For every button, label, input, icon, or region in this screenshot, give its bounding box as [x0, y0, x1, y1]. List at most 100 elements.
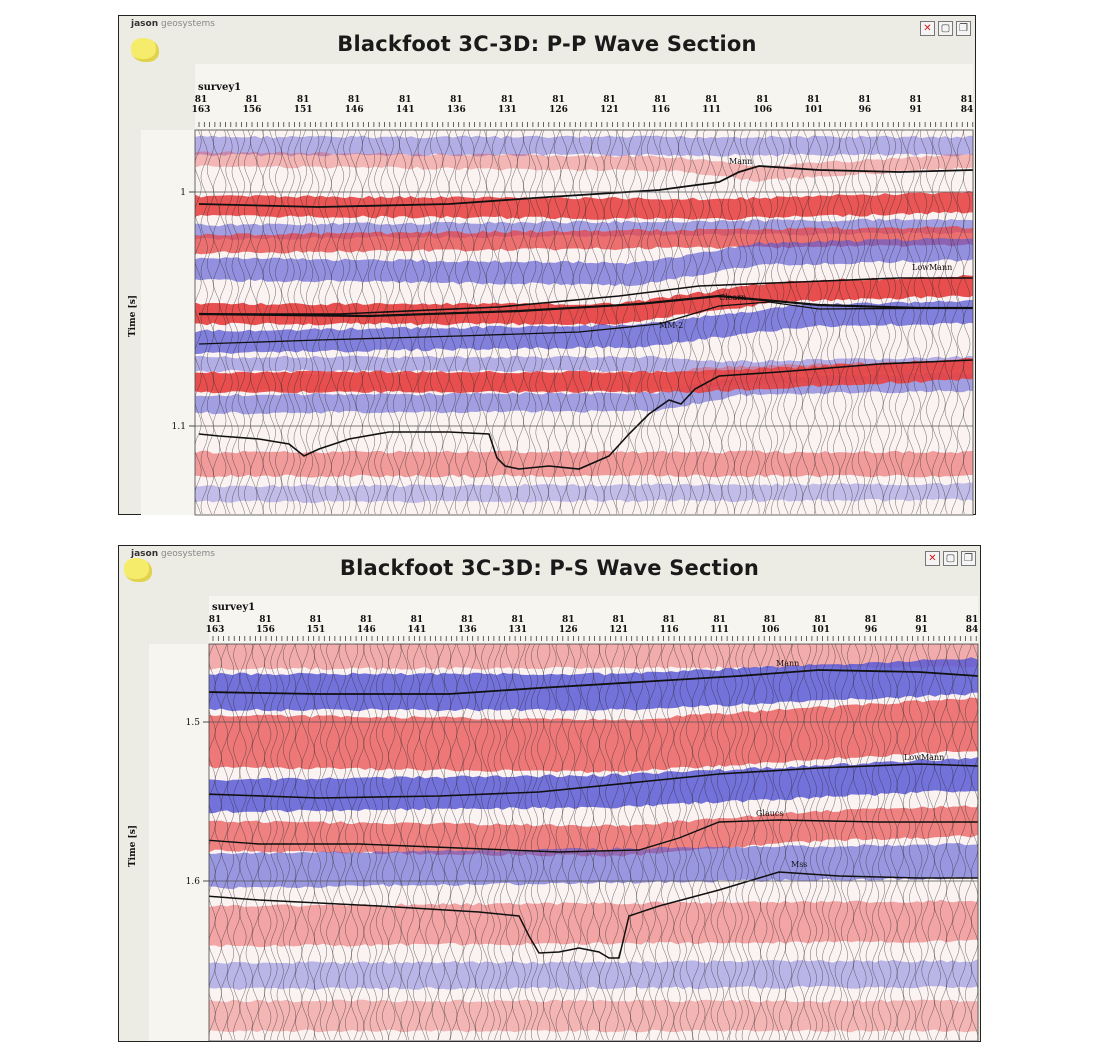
wiggle-trace	[740, 130, 748, 515]
wiggle-trace	[417, 130, 425, 515]
wiggle-trace	[754, 644, 762, 1041]
wiggle-trace	[442, 130, 450, 515]
wiggle-trace	[704, 644, 712, 1041]
horizon-line[interactable]	[198, 294, 973, 318]
inline-label: 81	[450, 95, 463, 105]
wiggle-trace	[380, 130, 388, 514]
horizon-label: LowMann	[912, 263, 952, 272]
wiggle-trace	[733, 130, 741, 515]
trace-label: 151	[294, 105, 313, 115]
horizon-line[interactable]	[205, 871, 978, 959]
trace-label: 111	[710, 625, 729, 635]
wiggle-trace	[778, 644, 786, 1041]
wiggle-trace	[741, 644, 749, 1041]
trace-label: 136	[458, 625, 477, 635]
horizon-line[interactable]	[198, 165, 973, 208]
wiggle-trace	[857, 130, 865, 515]
wiggle-trace	[913, 130, 921, 515]
wiggle-trace	[448, 130, 456, 515]
wiggle-trace	[932, 130, 940, 515]
close-button[interactable]: ✕	[925, 551, 940, 566]
wiggle-trace	[789, 130, 797, 515]
wiggle-trace	[481, 644, 489, 1041]
horizon-line[interactable]	[205, 763, 978, 799]
time-tick-label: 1	[180, 188, 186, 198]
negative-amplitude-band	[195, 135, 973, 157]
wiggle-trace	[648, 644, 656, 1041]
maximize-button[interactable]: ▢	[938, 21, 953, 36]
wiggle-trace	[456, 644, 464, 1041]
wiggle-trace	[479, 130, 487, 515]
sticky-note-icon[interactable]	[131, 38, 159, 62]
restore-button[interactable]: ❐	[956, 21, 971, 36]
wiggle-trace	[915, 644, 923, 1041]
wiggle-trace	[723, 644, 731, 1041]
wiggle-trace	[206, 130, 214, 515]
wiggle-trace	[944, 130, 952, 515]
wiggle-trace	[766, 644, 774, 1041]
wiggle-trace	[523, 130, 531, 515]
wiggle-trace	[580, 644, 588, 1041]
horizon-line[interactable]	[205, 819, 978, 853]
wiggle-trace	[685, 644, 693, 1041]
wiggle-trace	[492, 130, 500, 515]
time-tick-label: 1.1	[172, 422, 186, 432]
wiggle-trace	[642, 644, 650, 1041]
wiggle-trace	[952, 644, 960, 1041]
wiggle-trace	[896, 644, 904, 1041]
wiggle-trace	[623, 644, 631, 1041]
wiggle-trace	[919, 130, 927, 515]
wiggle-trace	[195, 130, 202, 515]
pp-seismic-plot[interactable]: survey1811638115681151811468114181136811…	[119, 64, 975, 516]
wiggle-trace	[518, 644, 526, 1041]
wiggle-trace	[671, 130, 679, 515]
maximize-button[interactable]: ▢	[943, 551, 958, 566]
horizon-line[interactable]	[205, 669, 978, 695]
wiggle-trace	[692, 644, 700, 1041]
wiggle-trace	[845, 130, 853, 515]
wiggle-trace	[853, 644, 861, 1041]
positive-amplitude-band	[195, 450, 973, 478]
wiggle-trace	[535, 130, 543, 515]
horizon-line[interactable]	[198, 301, 973, 345]
wiggle-trace	[351, 644, 359, 1041]
restore-button[interactable]: ❐	[961, 551, 976, 566]
ps-seismic-plot[interactable]: survey1811638115681151811468114181136811…	[119, 596, 980, 1042]
wiggle-trace	[276, 644, 284, 1041]
wiggle-trace	[270, 644, 278, 1041]
wiggle-trace	[909, 644, 917, 1041]
inline-label: 81	[859, 95, 872, 105]
wiggle-trace	[710, 644, 718, 1041]
wiggle-trace	[467, 130, 475, 515]
wiggle-trace	[437, 644, 445, 1041]
wiggle-trace	[802, 130, 810, 515]
inline-label: 81	[360, 615, 373, 625]
trace-label: 141	[407, 625, 426, 635]
trace-label: 156	[243, 105, 262, 115]
wiggle-trace	[839, 130, 847, 515]
wiggle-trace	[964, 644, 972, 1041]
wiggle-trace	[524, 644, 532, 1041]
wiggle-trace	[673, 644, 681, 1041]
wiggle-trace	[876, 130, 884, 515]
wiggle-trace	[654, 644, 662, 1041]
wiggle-trace	[450, 644, 458, 1041]
inline-label: 81	[399, 95, 412, 105]
trace-label: 84	[966, 625, 979, 635]
close-button[interactable]: ✕	[920, 21, 935, 36]
inline-label: 81	[562, 615, 575, 625]
horizon-line[interactable]	[199, 277, 973, 315]
wiggle-trace	[609, 130, 617, 515]
time-axis-panel	[149, 644, 209, 1041]
wiggle-trace	[586, 644, 594, 1041]
trace-label: 141	[396, 105, 415, 115]
wiggle-trace	[820, 130, 828, 515]
sticky-note-icon[interactable]	[124, 558, 152, 582]
horizon-line[interactable]	[198, 359, 973, 470]
positive-amplitude-band	[195, 357, 973, 394]
wiggle-trace	[709, 130, 717, 515]
wiggle-trace	[659, 130, 667, 515]
trace-label: 101	[811, 625, 830, 635]
wiggle-trace	[264, 644, 272, 1041]
inline-label: 81	[612, 615, 625, 625]
